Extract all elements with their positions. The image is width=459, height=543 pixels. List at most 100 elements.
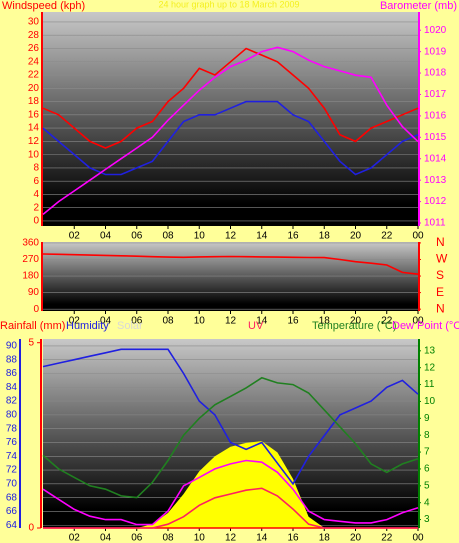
x-tick-label: 14 xyxy=(256,316,268,327)
y2-tick-label: W xyxy=(436,252,448,266)
y-tick-label: 20 xyxy=(28,83,40,94)
x-tick-label: 20 xyxy=(350,231,362,242)
x-tick-label: 18 xyxy=(319,231,331,242)
x-tick-label: 12 xyxy=(225,231,237,242)
x-tick-label: 06 xyxy=(131,231,143,242)
y2-tick-label: 3 xyxy=(424,514,430,525)
y-tick-label: 66 xyxy=(6,506,18,517)
x-tick-label: 04 xyxy=(100,316,112,327)
x-tick-label: 20 xyxy=(350,533,362,543)
x-tick-label: 10 xyxy=(194,533,206,543)
y2-tick-label: 13 xyxy=(424,345,436,356)
x-tick-label: 16 xyxy=(287,316,299,327)
y2-tick-label: 7 xyxy=(424,447,430,458)
x-tick-label: 00 xyxy=(412,231,424,242)
x-tick-label: 12 xyxy=(225,316,237,327)
y-tick-label: 28 xyxy=(28,30,40,41)
x-tick-label: 10 xyxy=(194,316,206,327)
y-tick-label: 72 xyxy=(6,465,18,476)
y2-tick-label: 12 xyxy=(424,362,436,373)
y2-tick-label: 1012 xyxy=(424,196,447,207)
y2-tick-label: 1014 xyxy=(424,153,447,164)
y-tick-label: 8 xyxy=(33,163,39,174)
y-axis-label: Windspeed (kph) xyxy=(2,0,85,12)
x-tick-label: 04 xyxy=(100,533,112,543)
y-tick-label: 90 xyxy=(6,341,18,352)
y-tick-label: 86 xyxy=(6,368,18,379)
y-tick-label: 88 xyxy=(6,354,18,365)
y2-tick-label: 1019 xyxy=(424,46,447,57)
y-tick-label: 22 xyxy=(28,70,40,81)
y2-tick-label: S xyxy=(436,268,444,282)
y2-tick-label: N xyxy=(436,301,445,315)
y2-tick-label: 1016 xyxy=(424,111,447,122)
y2-tick-label: 1020 xyxy=(424,25,447,36)
legend-label: Rainfall (mm) xyxy=(0,320,65,332)
x-tick-label: 18 xyxy=(319,316,331,327)
line xyxy=(42,376,419,499)
x-tick-label: 08 xyxy=(162,316,174,327)
line xyxy=(42,100,419,176)
y2-tick-label: 1011 xyxy=(424,218,446,229)
plot-area xyxy=(43,12,418,226)
x-tick-label: 22 xyxy=(381,231,393,242)
y-tick-label: 74 xyxy=(6,451,18,462)
y3-tick-label: 0 xyxy=(28,523,34,534)
y-tick-label: 4 xyxy=(33,189,39,200)
chart-title: 24 hour graph up to 18 March 2009 xyxy=(158,0,299,9)
y-tick-label: 82 xyxy=(6,396,18,407)
legend-label: Temperature (°C) xyxy=(312,320,396,332)
x-tick-label: 20 xyxy=(350,316,362,327)
legend-label: Dew Point (°C) xyxy=(392,320,459,332)
y-tick-label: 64 xyxy=(6,520,18,531)
x-tick-label: 14 xyxy=(256,231,268,242)
plot-area xyxy=(43,242,418,311)
legend-label: Solar xyxy=(117,320,143,332)
x-tick-label: 02 xyxy=(69,316,81,327)
y2-tick-label: E xyxy=(436,285,444,299)
y-tick-label: 84 xyxy=(6,382,18,393)
x-tick-label: 00 xyxy=(412,533,424,543)
y2-tick-label: 11 xyxy=(424,379,435,390)
y2-tick-label: 6 xyxy=(424,464,430,475)
y-tick-label: 24 xyxy=(28,56,40,67)
x-tick-label: 02 xyxy=(69,231,81,242)
legend-label: UV xyxy=(248,320,264,332)
x-tick-label: 04 xyxy=(100,231,112,242)
legend-label: Humidity xyxy=(66,320,109,332)
y-tick-label: 360 xyxy=(22,238,39,249)
y2-tick-label: 8 xyxy=(424,430,430,441)
y-tick-label: 30 xyxy=(28,17,40,28)
x-tick-label: 16 xyxy=(287,231,299,242)
x-tick-label: 10 xyxy=(194,231,206,242)
y2-axis-label: Barometer (mb) xyxy=(380,0,457,12)
y-tick-label: 10 xyxy=(28,149,40,160)
y-tick-label: 0 xyxy=(33,304,39,315)
y3-tick-label: 5 xyxy=(28,337,34,348)
line xyxy=(42,47,419,149)
line xyxy=(42,46,419,216)
x-tick-label: 16 xyxy=(287,533,299,543)
x-tick-label: 06 xyxy=(131,533,143,543)
x-tick-label: 06 xyxy=(131,316,143,327)
y2-tick-label: 1015 xyxy=(424,132,447,143)
x-tick-label: 08 xyxy=(162,231,174,242)
line xyxy=(42,348,419,486)
y-tick-label: 180 xyxy=(22,271,39,282)
y-tick-label: 78 xyxy=(6,423,18,434)
x-tick-label: 18 xyxy=(319,533,331,543)
y-tick-label: 14 xyxy=(28,123,40,134)
y2-tick-label: 5 xyxy=(424,480,430,491)
y2-tick-label: 1013 xyxy=(424,175,447,186)
y-tick-label: 90 xyxy=(28,287,40,298)
y-tick-label: 70 xyxy=(6,478,18,489)
y2-tick-label: 1018 xyxy=(424,68,447,79)
y-tick-label: 76 xyxy=(6,437,18,448)
x-tick-label: 14 xyxy=(256,533,268,543)
x-tick-label: 00 xyxy=(412,316,424,327)
y-tick-label: 18 xyxy=(28,96,40,107)
y2-tick-label: N xyxy=(436,235,445,249)
x-tick-label: 22 xyxy=(381,316,393,327)
area xyxy=(43,441,418,528)
